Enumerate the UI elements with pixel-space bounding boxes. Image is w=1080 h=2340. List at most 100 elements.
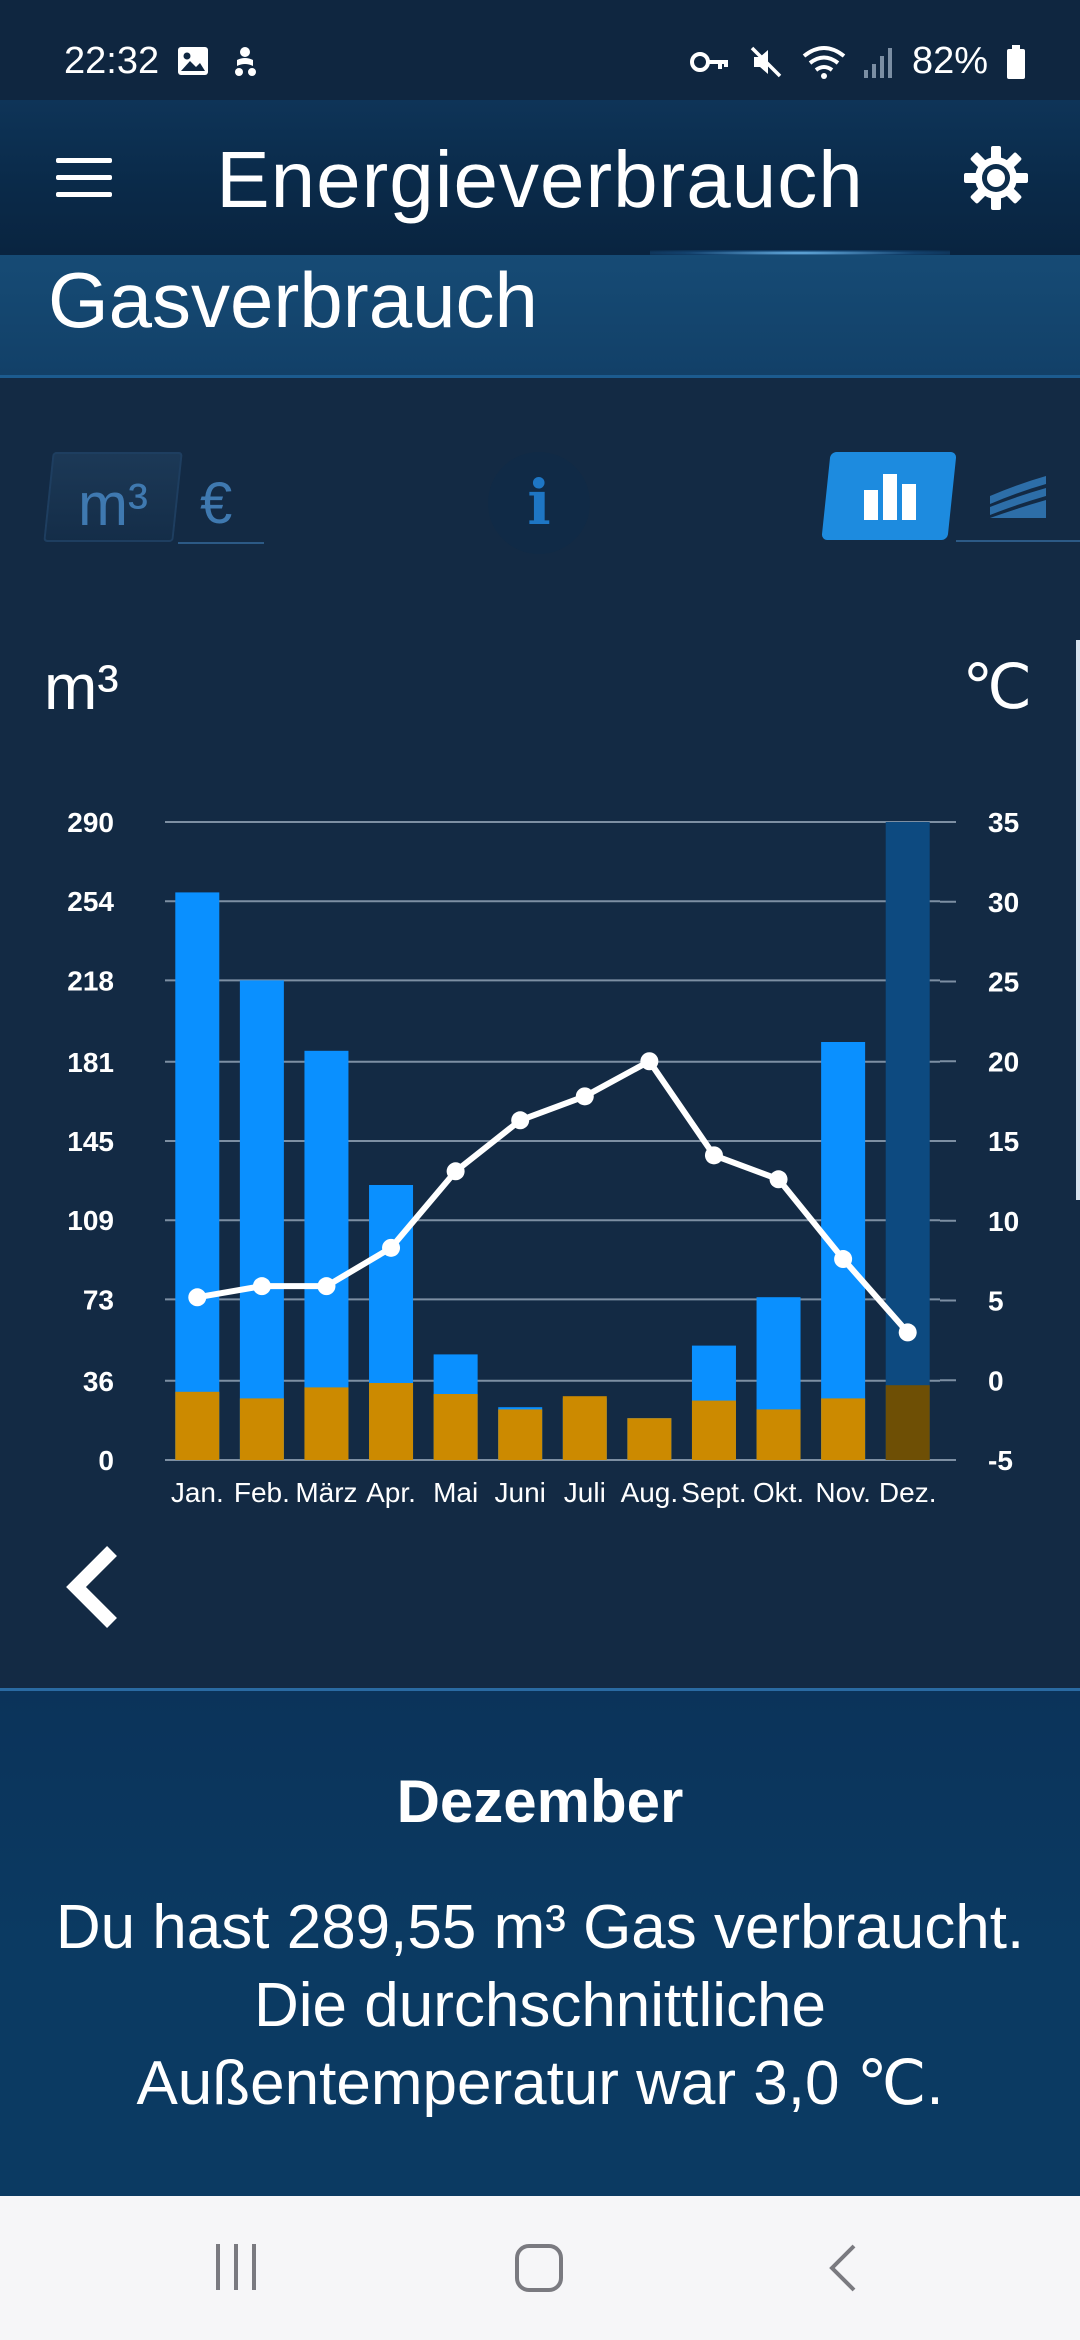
home-icon: [515, 2244, 563, 2292]
x-tick-label: Feb.: [234, 1477, 290, 1508]
bar-chart-icon: [864, 474, 916, 520]
y-tick-label: 254: [67, 886, 114, 917]
bar-base: [562, 1396, 607, 1460]
home-button[interactable]: [513, 2242, 565, 2294]
summary-line-3: Außentemperatur war 3,0 ℃.: [136, 2049, 944, 2118]
bar-base: [239, 1398, 284, 1460]
y2-tick-label: 5: [988, 1286, 1004, 1317]
status-bar: 22:32: [0, 0, 1080, 100]
temperature-point: [252, 1277, 271, 1296]
x-tick-label: März: [295, 1477, 357, 1508]
x-tick-label: Dez.: [879, 1477, 937, 1508]
mute-icon: [750, 46, 782, 77]
battery-percentage: 82%: [911, 40, 988, 82]
y2-tick-label: 20: [988, 1046, 1019, 1077]
y-tick-label: 145: [67, 1126, 114, 1157]
y2-tick-label: 25: [988, 967, 1019, 998]
previous-period-button[interactable]: [62, 1545, 126, 1629]
bar-base: [498, 1409, 543, 1460]
bar-base: [885, 1385, 930, 1460]
consumption-summary: Du hast 289,55 m³ Gas verbraucht. Die du…: [0, 1889, 1080, 2123]
x-tick-label: Juli: [564, 1477, 606, 1508]
gas-consumption-chart[interactable]: 0 36 73 109 145 181 218 254 290 -5 0 5 10 15 20 25 30 35 J…: [0, 790, 1080, 1520]
menu-button[interactable]: [56, 158, 112, 198]
info-button[interactable]: i: [488, 452, 590, 554]
y-tick-label: 218: [67, 965, 114, 996]
bar-base: [627, 1418, 672, 1460]
vpn-key-icon: [689, 51, 728, 72]
status-notification-icons: [176, 44, 262, 78]
battery-icon: [1007, 44, 1025, 79]
scroll-indicator: [1076, 640, 1080, 1200]
chart-view-toggle: [820, 452, 1080, 544]
area-chart-view-button[interactable]: [956, 452, 1080, 542]
temperature-point: [317, 1277, 336, 1296]
temperature-point: [898, 1323, 917, 1342]
y2-tick-label: 15: [988, 1126, 1019, 1157]
temperature-point: [834, 1250, 853, 1269]
gear-icon: [964, 146, 1028, 210]
y2-tick-label: 35: [988, 807, 1019, 838]
selected-month-title: Dezember: [396, 1768, 684, 1835]
temperature-point: [511, 1111, 530, 1130]
bar-base: [304, 1387, 349, 1460]
y-tick-label: 36: [83, 1366, 114, 1397]
y-tick-label: 290: [67, 807, 114, 838]
bar-base: [821, 1398, 866, 1460]
x-tick-label: Nov.: [815, 1477, 871, 1508]
status-time: 22:32: [64, 40, 160, 82]
x-tick-label: Jan.: [171, 1477, 224, 1508]
y2-tick-label: -5: [988, 1445, 1013, 1476]
y-tick-label: 181: [67, 1047, 114, 1078]
back-icon: [829, 2244, 856, 2292]
wifi-icon: [802, 45, 846, 79]
x-tick-label: Juni: [495, 1477, 546, 1508]
y2-tick-label: 30: [988, 887, 1019, 918]
unit-euro-label: €: [200, 471, 233, 536]
temperature-point: [188, 1288, 207, 1307]
y-tick-label: 73: [83, 1284, 114, 1315]
y-tick-label: 109: [67, 1205, 114, 1236]
app-bar: Energieverbrauch: [0, 100, 1080, 257]
temperature-point: [382, 1238, 401, 1257]
y2-axis-unit: ℃: [962, 653, 1032, 722]
bar-base: [369, 1383, 414, 1460]
recent-apps-button[interactable]: [212, 2242, 262, 2292]
unit-toggle: m³ €: [43, 452, 268, 544]
status-system-icons: 82%: [689, 40, 1026, 83]
bar-base: [175, 1391, 220, 1460]
shipping-icon: [235, 47, 256, 76]
page-title: Energieverbrauch: [216, 135, 864, 224]
y2-tick-label: 0: [988, 1365, 1004, 1396]
y-axis-unit: m³: [44, 651, 119, 723]
settings-button[interactable]: [962, 144, 1030, 212]
x-tick-label: Okt.: [753, 1477, 804, 1508]
y-tick-label: 0: [98, 1445, 114, 1476]
unit-m3-label: m³: [78, 471, 148, 538]
temperature-point: [640, 1052, 659, 1071]
section-title: Gasverbrauch: [48, 256, 538, 344]
bar-base: [756, 1409, 801, 1460]
chevron-left-icon: [66, 1546, 117, 1628]
temperature-point: [704, 1146, 723, 1165]
temperature-point: [575, 1087, 594, 1106]
bar-total: [175, 892, 220, 1460]
recent-apps-icon: [216, 2244, 256, 2290]
system-navigation-bar: [0, 2196, 1080, 2340]
gallery-icon: [178, 47, 208, 75]
temperature-point: [446, 1162, 465, 1181]
x-tick-label: Aug.: [621, 1477, 679, 1508]
bar-base: [691, 1400, 736, 1460]
bar-total: [239, 980, 284, 1460]
bar-total: [885, 822, 930, 1460]
temperature-point: [769, 1170, 788, 1189]
x-tick-label: Apr.: [366, 1477, 416, 1508]
month-details-panel: Dezember Du hast 289,55 m³ Gas verbrauch…: [0, 1688, 1080, 2199]
back-button[interactable]: [822, 2242, 862, 2294]
y2-tick-label: 10: [988, 1206, 1019, 1237]
info-icon: i: [527, 466, 551, 539]
area-chart-icon: [990, 476, 1046, 518]
summary-line-2: Die durchschnittliche: [253, 1971, 827, 2040]
unit-euro-tab[interactable]: €: [178, 452, 264, 544]
temperature-line: [196, 1058, 910, 1335]
